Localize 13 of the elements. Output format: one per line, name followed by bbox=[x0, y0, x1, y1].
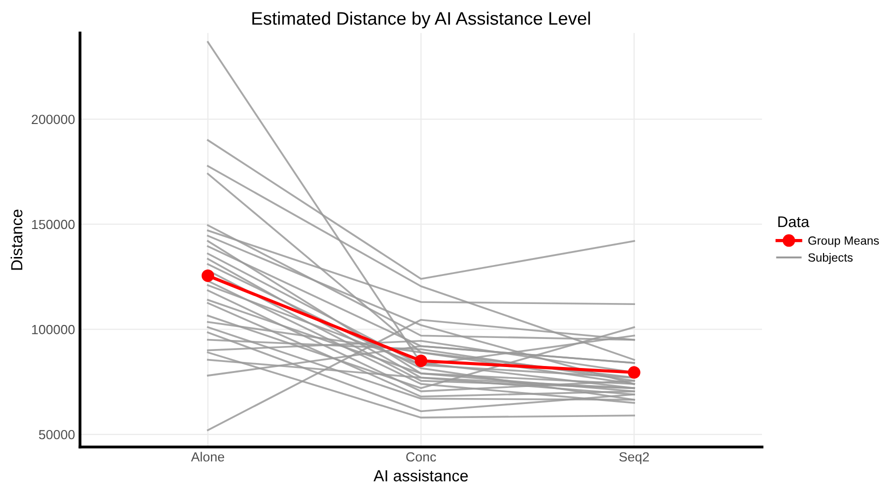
y-tick-label: 200000 bbox=[32, 114, 75, 124]
x-axis-title: AI assistance bbox=[374, 470, 468, 482]
y-tick-label: 150000 bbox=[32, 220, 75, 230]
x-tick-label: Seq2 bbox=[619, 452, 649, 464]
chart-title: Estimated Distance by AI Assistance Level bbox=[252, 12, 590, 28]
x-tick-label: Conc bbox=[406, 452, 436, 462]
y-axis-title: Distance bbox=[10, 210, 22, 270]
legend-label: Subjects bbox=[808, 253, 853, 264]
x-tick-label: Alone bbox=[191, 452, 224, 462]
y-tick-label: 100000 bbox=[32, 324, 75, 334]
legend-label: Group Means bbox=[808, 236, 879, 248]
y-tick-label: 50000 bbox=[38, 430, 75, 440]
legend-title: Data bbox=[778, 216, 810, 228]
